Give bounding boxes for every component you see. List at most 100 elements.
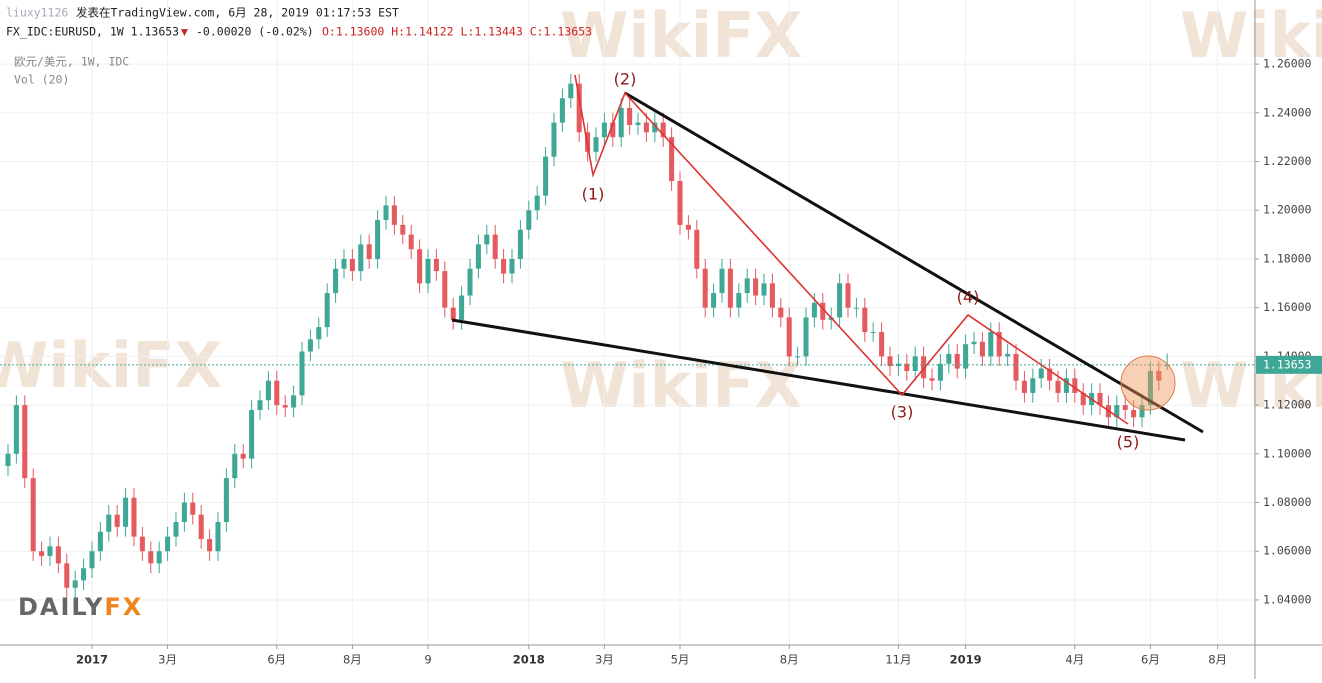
candle-body bbox=[1047, 368, 1053, 381]
candle-body bbox=[400, 224, 406, 235]
x-tick-label: 5月 bbox=[671, 653, 690, 667]
candle-body bbox=[1005, 353, 1011, 357]
candle-body bbox=[114, 514, 120, 527]
candle-body bbox=[291, 395, 297, 408]
candle-body bbox=[971, 341, 977, 345]
y-tick-label: 1.22000 bbox=[1263, 154, 1312, 168]
candle-body bbox=[610, 122, 616, 138]
legend-title: 欧元/美元, 1W, IDC bbox=[14, 55, 129, 69]
candle-body bbox=[274, 380, 280, 406]
watermark: WikiFX bbox=[560, 349, 802, 422]
candle-body bbox=[173, 522, 179, 537]
wave-label: (2) bbox=[614, 70, 637, 89]
candle-body bbox=[1055, 380, 1061, 393]
candle-body bbox=[719, 268, 725, 294]
x-tick-label: 6月 bbox=[267, 653, 286, 667]
candle-body bbox=[1021, 380, 1027, 393]
candle-body bbox=[1131, 409, 1137, 418]
x-tick-label: 2019 bbox=[950, 653, 982, 667]
candle-body bbox=[349, 258, 355, 272]
candle-body bbox=[1097, 392, 1103, 406]
candle-body bbox=[55, 546, 61, 564]
candle-body bbox=[123, 497, 129, 527]
candle-body bbox=[895, 363, 901, 367]
candle-body bbox=[979, 341, 985, 357]
annotations: (1) (2) (3) (4) (5) bbox=[451, 70, 1204, 452]
wave-label: (5) bbox=[1117, 433, 1140, 452]
candle-body bbox=[627, 107, 633, 126]
candle-body bbox=[442, 271, 448, 308]
candle-body bbox=[1156, 370, 1162, 381]
candle-body bbox=[1013, 353, 1019, 381]
candle-body bbox=[559, 98, 565, 123]
candle-body bbox=[81, 568, 87, 581]
candle-body bbox=[1139, 405, 1145, 418]
candle-body bbox=[1164, 364, 1170, 367]
candle-body bbox=[509, 258, 515, 274]
axes: 1.040001.060001.080001.100001.120001.140… bbox=[76, 57, 1322, 667]
symbol: FX_IDC:EURUSD, 1W 1.13653 bbox=[6, 25, 179, 39]
candle-body bbox=[5, 453, 11, 466]
watermark: WikiFX bbox=[1180, 0, 1322, 72]
candle-body bbox=[795, 356, 801, 358]
wave-label: (3) bbox=[891, 403, 914, 422]
candle-body bbox=[635, 122, 641, 126]
x-tick-label: 6月 bbox=[1141, 653, 1160, 667]
candle-body bbox=[803, 317, 809, 357]
candle-body bbox=[618, 107, 624, 138]
x-tick-label: 8月 bbox=[343, 653, 362, 667]
candle-body bbox=[1030, 378, 1036, 393]
candle-body bbox=[761, 283, 767, 296]
candle-body bbox=[72, 580, 78, 588]
resistance-line bbox=[624, 91, 1204, 434]
candle-body bbox=[744, 278, 750, 294]
candle-body bbox=[778, 307, 784, 318]
candle-body bbox=[1063, 378, 1069, 393]
candle-body bbox=[484, 234, 490, 245]
candle-body bbox=[853, 307, 859, 309]
x-tick-label: 3月 bbox=[595, 653, 614, 667]
candle-body bbox=[593, 137, 599, 152]
candle-body bbox=[912, 356, 918, 371]
candle-body bbox=[845, 283, 851, 308]
candle-body bbox=[249, 409, 255, 459]
candle-body bbox=[660, 122, 666, 138]
candle-body bbox=[1114, 405, 1120, 418]
candle-body bbox=[156, 551, 162, 564]
candle-body bbox=[1072, 378, 1078, 393]
price-tag bbox=[1256, 355, 1322, 374]
candle-body bbox=[652, 122, 658, 133]
candle-body bbox=[669, 137, 675, 182]
candle-body bbox=[837, 283, 843, 318]
candle-body bbox=[215, 522, 221, 552]
candle-body bbox=[148, 551, 154, 564]
candle-body bbox=[467, 268, 473, 296]
grid bbox=[0, 0, 1255, 645]
wave-label: (1) bbox=[582, 185, 605, 204]
candle-body bbox=[887, 356, 893, 367]
x-tick-label: 11月 bbox=[885, 653, 911, 667]
candle-body bbox=[450, 307, 456, 320]
x-tick-label: 8月 bbox=[1208, 653, 1227, 667]
candle-body bbox=[954, 353, 960, 369]
candle-body bbox=[492, 234, 498, 259]
wave-label: (4) bbox=[957, 288, 980, 307]
candle-body bbox=[97, 531, 103, 552]
candle-body bbox=[526, 210, 532, 230]
candle-body bbox=[551, 122, 557, 157]
candle-body bbox=[568, 83, 574, 99]
y-tick-label: 1.18000 bbox=[1263, 251, 1312, 265]
x-tick-label: 4月 bbox=[1065, 653, 1084, 667]
support-line bbox=[451, 318, 1186, 442]
candle-body bbox=[333, 268, 339, 294]
candle-body bbox=[475, 244, 481, 269]
candle-body bbox=[30, 478, 36, 552]
candle-body bbox=[811, 302, 817, 318]
ohlc: O:1.13600 H:1.14122 L:1.13443 C:1.13653 bbox=[322, 25, 592, 39]
candle-body bbox=[299, 351, 305, 396]
candle-body bbox=[769, 283, 775, 308]
y-tick-label: 1.20000 bbox=[1263, 203, 1312, 217]
candle-body bbox=[425, 258, 431, 284]
watermark: WikiFX bbox=[560, 0, 802, 72]
